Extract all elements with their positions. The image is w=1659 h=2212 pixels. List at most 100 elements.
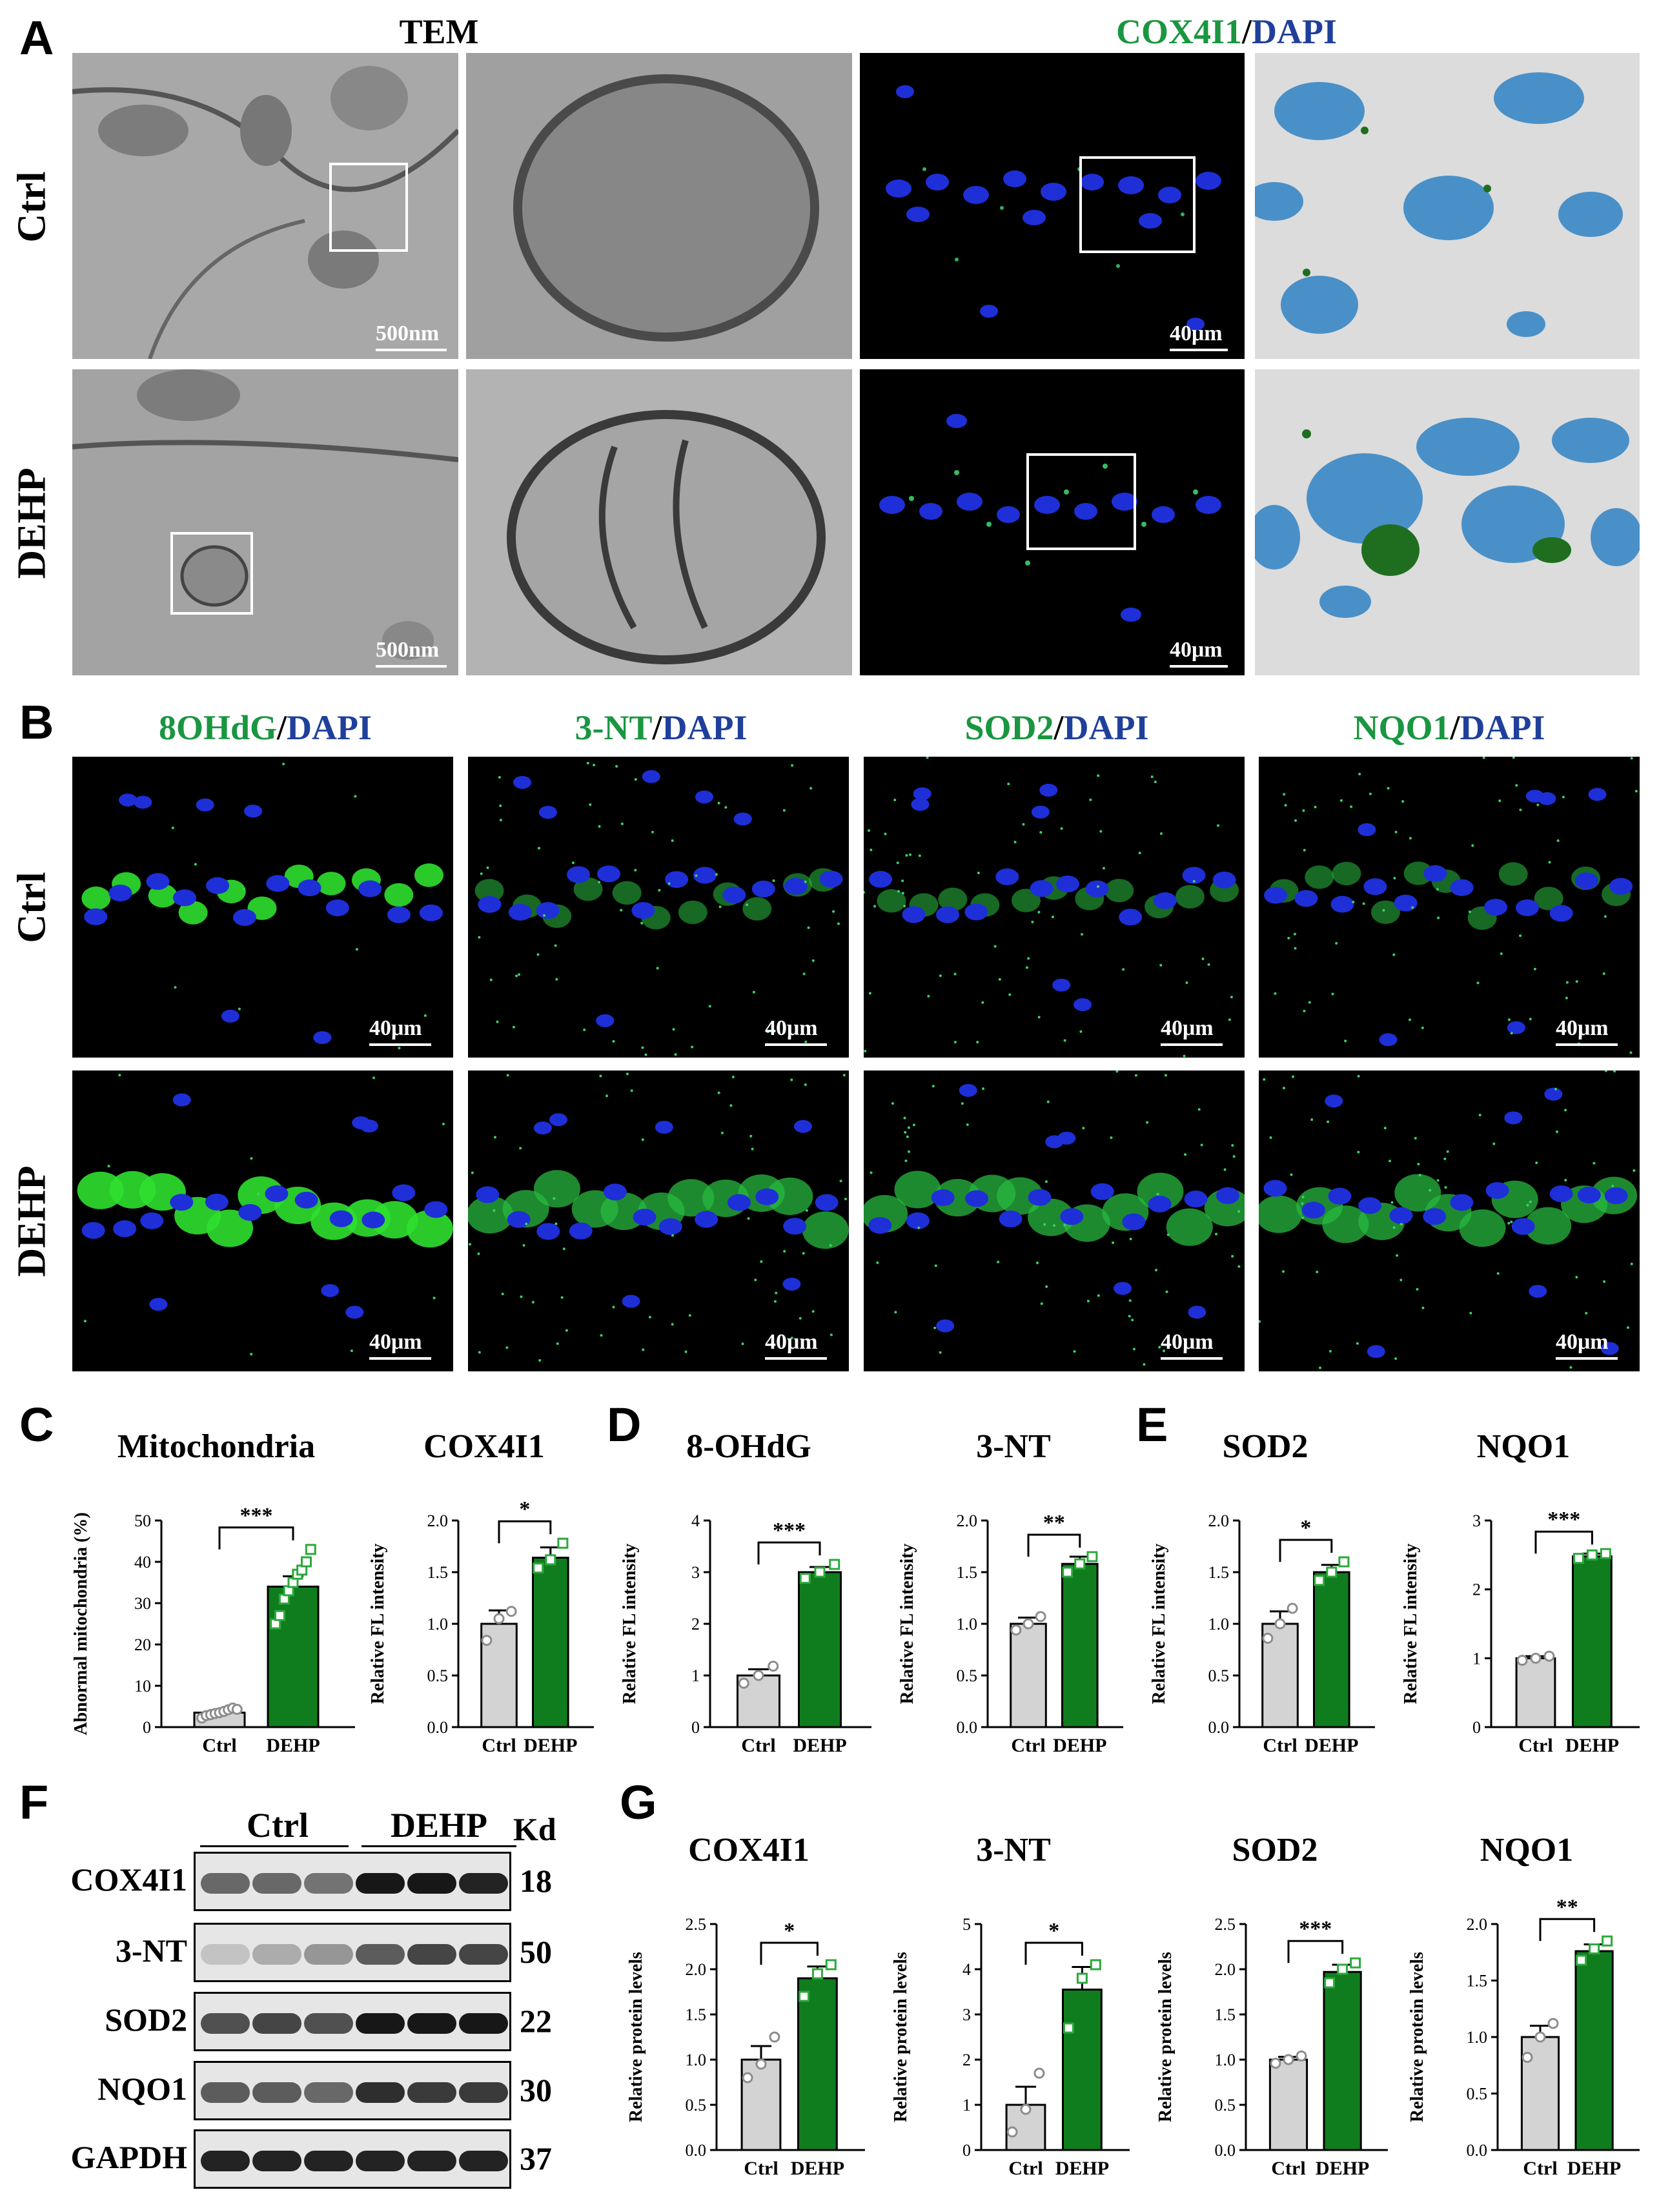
scale-bar-label: 40μm — [1556, 1016, 1609, 1040]
significance-bracket — [1024, 1941, 1083, 1965]
wb-band — [459, 1944, 508, 1965]
y-tick-label: 2.5 — [686, 1915, 707, 1934]
y-tick-label: 50 — [134, 1511, 151, 1530]
wb-band — [252, 2013, 301, 2034]
y-axis-title: Abnormal mitochondria (%) — [71, 1512, 91, 1735]
y-tick-label: 0.0 — [1208, 1718, 1230, 1737]
y-tick-label: 0.0 — [686, 2141, 707, 2160]
y-tick-label: 0.0 — [427, 1718, 449, 1737]
data-point — [1600, 1548, 1611, 1559]
wb-band — [407, 1944, 456, 1965]
wb-protein-label: NQO1 — [97, 2071, 187, 2107]
data-point — [1062, 1566, 1074, 1578]
significance-bracket — [1279, 1539, 1333, 1562]
panel-label-f: F — [19, 1776, 49, 1829]
chart-plot: Relative FL intensity 0 1 2 3 Ctrl DEHP *** — [1401, 1508, 1640, 1756]
significance-bracket — [757, 1541, 821, 1564]
chart-g1: COX4I1 Relative protein levels 0.0 0.5 1.0 1.… — [620, 1834, 878, 2195]
scale-bar-label: 40μm — [1170, 638, 1223, 662]
scale-bar-label: 40μm — [765, 1330, 818, 1354]
chart-c1: Mitochondria Abnormal mitochondria (%) 0 10… — [65, 1430, 368, 1772]
wb-band — [304, 2082, 353, 2103]
wb-band — [201, 2013, 250, 2034]
chart-e1: SOD2 Relative FL intensity 0.0 0.5 1.0 1.5 2.0… — [1143, 1430, 1388, 1772]
wb-band — [459, 1873, 508, 1894]
y-tick-label: 2.0 — [1215, 1960, 1236, 1979]
y-tick-label: 2 — [1472, 1581, 1481, 1599]
scale-bar — [369, 1043, 431, 1046]
wb-band — [304, 1873, 353, 1894]
data-point — [493, 1613, 505, 1624]
y-axis-title: Relative FL intensity — [620, 1544, 640, 1705]
panel-label-e: E — [1136, 1398, 1168, 1451]
axis-line — [986, 1521, 1123, 1728]
data-point — [798, 1991, 809, 2002]
8ohdg-image-ctrl: 40μm — [72, 757, 453, 1058]
wb-blot-strip — [194, 1852, 511, 1911]
bar-dehp — [798, 1571, 842, 1728]
y-tick-label: 0.0 — [1467, 2141, 1488, 2160]
y-tick-label: 0.5 — [1467, 2085, 1488, 2104]
wb-band — [407, 2151, 456, 2171]
chart-plot: Relative FL intensity 0.0 0.5 1.0 1.5 2.0 Ctrl… — [897, 1511, 1123, 1756]
chart-plot: Relative protein levels 0.0 0.5 1.0 1.5 2.0 2.… — [626, 1915, 865, 2179]
y-axis-title: Relative FL intensity — [897, 1544, 917, 1705]
y-tick-label: 2.0 — [427, 1511, 449, 1530]
tem-image-ctrl: 500nm — [72, 53, 458, 359]
data-point — [557, 1537, 569, 1549]
bar-dehp — [1323, 1971, 1362, 2151]
y-tick-label: 3 — [691, 1563, 700, 1582]
y-tick-label: 3 — [1472, 1511, 1481, 1530]
wb-kd-value: 18 — [520, 1863, 552, 1899]
y-tick-label: 1.5 — [1208, 1563, 1230, 1582]
scale-bar-label: 40μm — [369, 1330, 422, 1354]
3nt-image-dehp: 40μm — [468, 1070, 849, 1371]
chart-title: Mitochondria — [117, 1428, 316, 1465]
stain-header-3: SOD2/DAPI — [964, 708, 1149, 747]
scale-bar — [376, 665, 447, 668]
y-axis-title: Relative protein levels — [1407, 1952, 1427, 2122]
y-tick-label: 1.0 — [686, 2051, 707, 2069]
chart-c2: COX4I1 Relative FL intensity 0.0 0.5 1.0 1.5 2… — [361, 1430, 607, 1772]
x-tick-label: Ctrl — [1518, 1735, 1552, 1756]
row-label-ctrl-b: Ctrl — [10, 871, 54, 943]
y-tick-label: 2.0 — [686, 1960, 707, 1979]
y-tick-label: 1.0 — [1467, 2028, 1488, 2047]
y-tick-label: 0.5 — [686, 2096, 707, 2115]
data-point — [1543, 1650, 1555, 1662]
bar-ctrl — [1010, 1623, 1047, 1728]
data-point — [1602, 1935, 1613, 1947]
data-point — [811, 1968, 823, 1980]
axis-line — [1496, 1924, 1640, 2151]
data-point — [769, 2031, 780, 2043]
significance-stars: *** — [1547, 1508, 1580, 1531]
axis-line — [160, 1521, 355, 1728]
wb-band — [252, 2151, 301, 2171]
x-tick-label: DEHP — [524, 1735, 577, 1756]
scale-bar — [765, 1043, 827, 1046]
data-point — [1572, 1553, 1584, 1564]
stain-header-1: 8OHdG/DAPI — [158, 708, 372, 747]
8ohdg-image-dehp: 40μm — [72, 1070, 453, 1371]
3nt-image-ctrl: 40μm — [468, 757, 849, 1058]
y-axis-title: Relative FL intensity — [1149, 1544, 1169, 1705]
significance-bracket — [498, 1520, 552, 1544]
panel-label-a: A — [19, 11, 54, 65]
panel-label-g: G — [620, 1776, 657, 1829]
y-tick-label: 40 — [134, 1553, 151, 1572]
x-tick-label: DEHP — [1565, 1735, 1619, 1756]
zoom-box — [1026, 453, 1136, 550]
chart-d1: 8-OHdG Relative FL intensity 0 1 2 3 4 Ctrl DEHP… — [613, 1430, 884, 1772]
y-tick-label: 1.0 — [1215, 2051, 1236, 2069]
wb-band — [407, 2082, 456, 2103]
scale-bar — [1556, 1357, 1618, 1360]
y-tick-label: 0 — [691, 1718, 700, 1737]
data-point — [1270, 2058, 1281, 2069]
data-point — [481, 1635, 493, 1646]
x-tick-label: DEHP — [266, 1735, 320, 1756]
y-tick-label: 1.0 — [957, 1615, 978, 1633]
y-tick-label: 20 — [134, 1635, 151, 1654]
wb-group-line-dehp — [361, 1845, 516, 1847]
wb-band — [304, 1944, 353, 1965]
bar-ctrl — [1515, 1657, 1556, 1728]
